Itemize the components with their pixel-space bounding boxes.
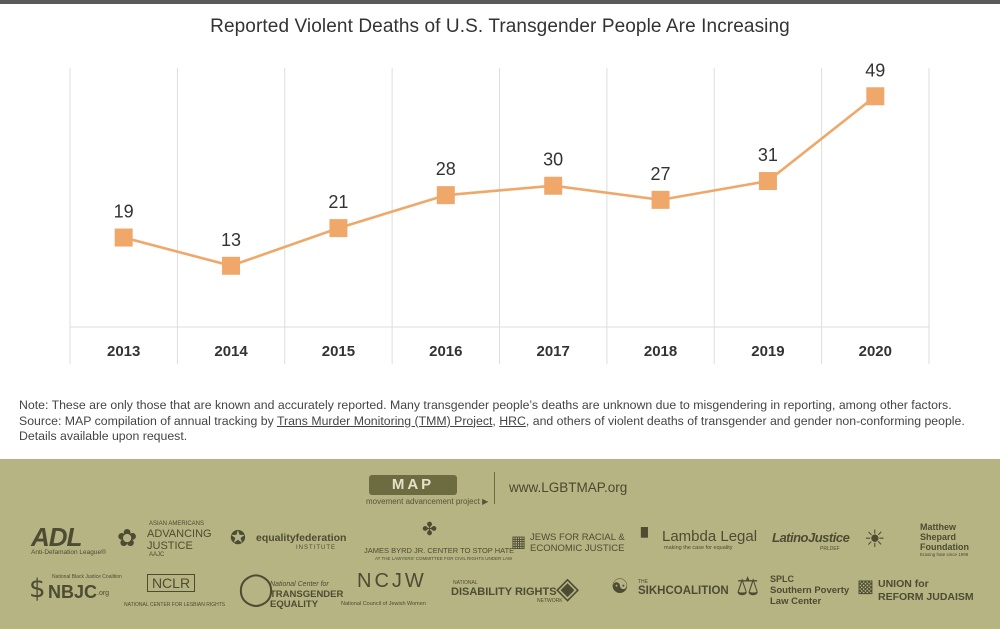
hrc-link[interactable]: HRC (499, 413, 526, 428)
data-label: 21 (328, 192, 348, 212)
details-text: Details available upon request. (19, 429, 188, 444)
notes: Note: These are only those that are know… (19, 398, 989, 445)
note-text: Note: These are only those that are know… (19, 398, 952, 412)
data-label: 28 (436, 159, 456, 179)
x-tick-label: 2019 (751, 343, 784, 360)
aajc-bot: JUSTICE (147, 540, 193, 552)
data-point (114, 228, 133, 247)
jfrej-icon: ▦ (511, 532, 527, 551)
ncjw-logo: NCJW (357, 570, 427, 592)
x-tick-label: 2014 (214, 343, 248, 360)
ndrn-sub: NETWORK (537, 598, 563, 604)
nbjc-org: .org (97, 590, 110, 597)
lambda-logo: Lambda Legal (662, 528, 758, 545)
sikh-top: THE (638, 579, 648, 585)
nbjc-dollar-icon: $ (29, 574, 46, 604)
source-suffix: , and others of violent deaths of transg… (525, 413, 965, 428)
adl-tagline: Anti-Defamation League® (31, 549, 106, 556)
series-line (123, 95, 877, 268)
data-point (758, 172, 777, 191)
x-tick-label: 2017 (537, 343, 570, 360)
data-point (544, 176, 563, 195)
aajc-icon: ✿ (117, 524, 138, 552)
x-tick-label: 2013 (107, 343, 140, 360)
equality-federation-sub: INSTITUTE (296, 545, 336, 551)
nclr-sub: NATIONAL CENTER FOR LESBIAN RIGHTS (124, 602, 226, 608)
aajc-sub: AAJC (149, 552, 165, 558)
ndrn-diamond-icon: ◈ (556, 571, 580, 606)
map-url-link[interactable]: www.LGBTMAP.org (509, 480, 628, 495)
data-label: 27 (651, 164, 671, 184)
map-logo[interactable]: MAP (369, 475, 457, 495)
latinojustice-sub: PRLDEF (820, 546, 840, 552)
data-label: 31 (758, 145, 778, 165)
ncte-line3: EQUALITY (270, 599, 319, 610)
urj-line1: UNION for (878, 578, 929, 590)
data-point (436, 186, 455, 205)
x-tick-label: 2015 (322, 343, 355, 360)
nbjc-logo: NBJC (48, 582, 98, 602)
map-logo-tagline: movement advancement project ▶ (366, 497, 489, 506)
data-label: 19 (114, 202, 134, 222)
chart-title: Reported Violent Deaths of U.S. Transgen… (210, 16, 790, 37)
lambda-sub: making the case for equality (664, 545, 733, 551)
adl-logo: ADL (31, 522, 82, 552)
splc-scale-icon: ⚖ (736, 572, 760, 602)
data-label: 13 (221, 230, 241, 250)
source-sep: , (492, 413, 500, 428)
urj-icon: ▩ (857, 576, 875, 597)
sikh-khanda-icon: ☯ (611, 574, 629, 598)
source-text: Source: MAP compilation of annual tracki… (19, 414, 989, 430)
shepard-line2: Shepard (920, 532, 957, 542)
latinojustice-logo: LatinoJustice (772, 530, 850, 545)
top-rule (0, 0, 1000, 4)
splc-line2: Southern Poverty (770, 585, 850, 596)
play-icon: ▶ (482, 497, 489, 506)
nclr-logo: NCLR (147, 574, 195, 592)
jbyrd-logo: JAMES BYRD JR. CENTER TO STOP HATE (364, 546, 515, 555)
jbyrd-icon: ✤ (422, 519, 438, 540)
footer-divider (494, 472, 495, 504)
ncjw-sub: National Council of Jewish Women (341, 601, 426, 607)
equality-federation-logo: equalityfederation (256, 532, 347, 544)
x-tick-label: 2020 (859, 343, 892, 360)
shepard-line1: Matthew (920, 522, 956, 532)
data-point (651, 190, 670, 209)
urj-line2: REFORM JUDAISM (878, 591, 974, 603)
splc-line1: SPLC (770, 574, 795, 584)
data-label: 30 (543, 150, 563, 170)
splc-line3: Law Center (770, 596, 822, 607)
source-prefix: Source: MAP compilation of annual tracki… (19, 413, 277, 428)
line-chart: 2013 2014 2015 2016 2017 2018 2019 2020 19 13 21 2… (69, 60, 930, 364)
aajc-top: ASIAN AMERICANS (149, 521, 205, 527)
ncte-line1: National Center for (270, 581, 329, 588)
jfrej-line2: ECONOMIC JUSTICE (530, 543, 625, 554)
ncte-line2: TRANSGENDER (270, 589, 344, 600)
jbyrd-sub: AT THE LAWYERS' COMMITTEE FOR CIVIL RIGH… (375, 556, 513, 561)
data-point (866, 87, 885, 106)
lambda-icon: ▘ (641, 528, 655, 549)
data-point (329, 219, 348, 238)
sikh-logo: SIKHCOALITION (638, 585, 729, 597)
ncte-circle-icon: ◯ (238, 569, 274, 607)
shepard-sub: Erasing hate since 1998 (920, 552, 969, 557)
x-tick-label: 2018 (644, 343, 677, 360)
nbjc-top: National Black Justice Coalition (52, 574, 122, 580)
data-label: 49 (865, 60, 885, 80)
shepard-sun-icon: ☀ (864, 525, 886, 553)
shepard-line3: Foundation (920, 542, 969, 552)
equality-federation-star-icon: ✪ (230, 527, 246, 549)
data-point (222, 256, 241, 275)
ndrn-top: NATIONAL (453, 580, 478, 586)
x-tick-label: 2016 (429, 343, 462, 360)
jfrej-line1: JEWS FOR RACIAL & (530, 532, 625, 543)
aajc-mid: ADVANCING (147, 528, 212, 540)
tmm-link[interactable]: Trans Murder Monitoring (TMM) Project (276, 413, 493, 428)
partner-footer (0, 459, 1000, 629)
ndrn-logo: DISABILITY RIGHTS (451, 586, 557, 598)
